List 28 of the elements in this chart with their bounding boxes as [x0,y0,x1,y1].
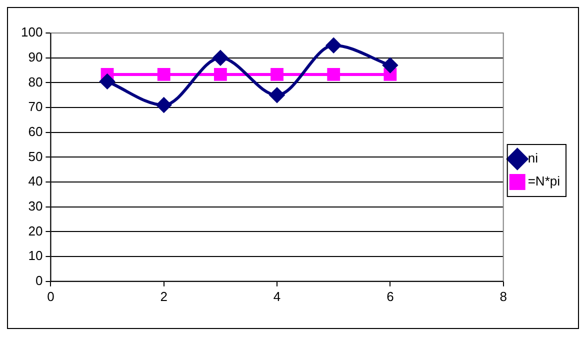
y-tick-label: 30 [28,198,43,214]
x-tick-label: 4 [273,288,281,304]
y-tick-label: 60 [28,124,43,139]
point [326,38,342,53]
y-tick-label: 40 [28,174,43,189]
point [212,50,228,66]
point [270,88,285,103]
x-tick-label: 8 [500,288,507,304]
legend-label: ni [528,150,538,166]
point [214,68,227,81]
y-tick-label: 90 [28,49,43,64]
point [156,98,172,113]
point [382,58,398,73]
legend-label: =N*pi [528,174,560,189]
y-tick-label: 50 [28,148,43,164]
point [157,68,170,81]
point [327,68,340,81]
x-tick-label: 0 [47,288,54,304]
y-tick-label: 80 [28,74,43,90]
y-tick-label: 20 [28,223,43,238]
x-tick-label: 2 [160,288,168,304]
point [270,68,284,81]
y-tick-label: 70 [28,99,43,114]
y-tick-label: 100 [20,24,43,40]
y-tick-label: 0 [35,272,43,288]
y-tick-label: 10 [28,248,43,264]
x-tick-label: 6 [386,288,394,304]
point [100,74,115,89]
